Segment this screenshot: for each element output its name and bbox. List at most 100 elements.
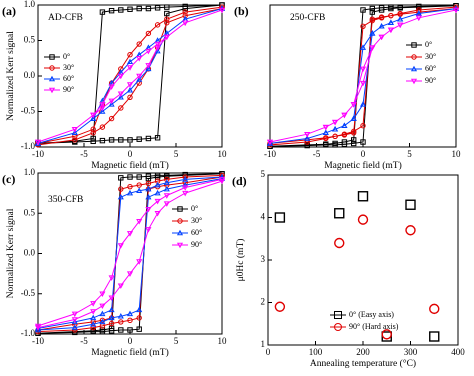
data-point	[154, 5, 161, 11]
data-point	[163, 201, 170, 207]
x-tick-label: 0	[128, 149, 133, 159]
data-point	[218, 178, 226, 185]
data-point	[118, 137, 124, 143]
data-point	[164, 10, 170, 17]
data-point	[90, 314, 97, 321]
data-point	[117, 243, 124, 249]
x-axis-label: Magnetic field (mT)	[91, 160, 169, 171]
data-point	[360, 7, 366, 13]
data-point	[145, 180, 152, 187]
legend-label: 90°	[63, 85, 74, 94]
data-point	[323, 135, 329, 142]
legend-marker	[176, 242, 184, 249]
data-point	[136, 41, 142, 47]
data-point	[357, 191, 369, 202]
data-point	[127, 6, 133, 12]
data-point	[117, 73, 124, 80]
y-tick-label: -1.0	[21, 328, 36, 338]
data-point	[359, 44, 367, 50]
data-point	[126, 271, 134, 277]
data-point	[332, 142, 338, 148]
data-point	[90, 135, 96, 142]
legend-marker	[48, 87, 56, 94]
annotation: 350-CFB	[48, 195, 83, 205]
data-point	[108, 320, 115, 327]
y-axis-label: Normalized Kerr signal	[6, 31, 16, 121]
legend-marker	[49, 54, 55, 60]
y-tick-label: 3	[261, 254, 266, 264]
legend-label: 60°	[425, 64, 436, 73]
data-point	[323, 142, 329, 148]
annotation: AD-CFB	[48, 13, 83, 23]
x-tick-label: -10	[264, 149, 276, 159]
data-point	[118, 186, 124, 192]
y-tick-label: 0.5	[24, 207, 36, 217]
data-point	[359, 66, 367, 73]
data-point	[351, 137, 357, 143]
data-point	[108, 306, 115, 313]
data-point	[322, 129, 329, 136]
data-point	[163, 185, 170, 192]
data-point	[118, 327, 124, 333]
data-point	[71, 324, 78, 330]
x-tick-label: -10	[32, 336, 44, 346]
data-point	[341, 131, 348, 137]
data-point	[163, 193, 170, 199]
legend-marker	[411, 42, 417, 48]
x-tick-label: 5	[174, 149, 179, 159]
data-point	[388, 5, 394, 12]
data-point	[304, 131, 311, 138]
data-point	[136, 219, 143, 225]
data-point	[72, 137, 78, 143]
data-point	[415, 15, 422, 22]
data-point	[378, 7, 385, 13]
data-point	[397, 5, 403, 11]
legend-marker	[334, 311, 342, 319]
legend-label: 60°	[191, 228, 202, 237]
panel-label: (d)	[232, 174, 247, 188]
data-point	[378, 23, 385, 29]
legend-label: 30°	[63, 63, 74, 72]
legend-marker	[176, 229, 184, 236]
x-tick-label: 5	[174, 336, 179, 346]
data-point	[332, 133, 338, 140]
data-point	[108, 314, 115, 321]
data-point	[341, 112, 348, 119]
data-point	[99, 310, 106, 317]
y-axis-label: μ0Hc (mT)	[235, 239, 246, 282]
data-point	[182, 185, 189, 191]
data-point	[136, 187, 143, 193]
data-point	[127, 183, 133, 190]
data-point	[154, 22, 161, 28]
data-point	[90, 112, 97, 119]
data-point	[405, 225, 416, 236]
data-point	[429, 303, 440, 315]
data-point	[99, 291, 106, 297]
annotation: 250-CFB	[290, 13, 325, 23]
data-point	[136, 306, 143, 313]
data-point	[34, 325, 42, 331]
data-point	[117, 91, 124, 97]
data-point	[163, 34, 170, 41]
panel-label: (a)	[2, 4, 16, 18]
loop-line	[269, 9, 457, 143]
data-point	[145, 5, 152, 12]
data-point	[154, 181, 161, 188]
data-point	[136, 182, 142, 188]
data-point	[126, 82, 134, 88]
data-point	[118, 105, 124, 111]
x-tick-label: 10	[218, 336, 228, 346]
data-point	[360, 23, 366, 29]
data-point	[351, 140, 357, 147]
data-point	[369, 9, 376, 15]
data-point	[341, 141, 348, 147]
legend-marker	[410, 65, 418, 72]
y-tick-label: 0.0	[24, 70, 36, 80]
data-point	[127, 137, 133, 143]
data-point	[164, 20, 170, 26]
y-axis-label: Normalized Kerr signal	[6, 208, 16, 298]
data-point	[359, 101, 367, 107]
data-point	[136, 326, 142, 332]
y-tick-label: -0.5	[21, 106, 36, 116]
data-point	[108, 328, 115, 334]
